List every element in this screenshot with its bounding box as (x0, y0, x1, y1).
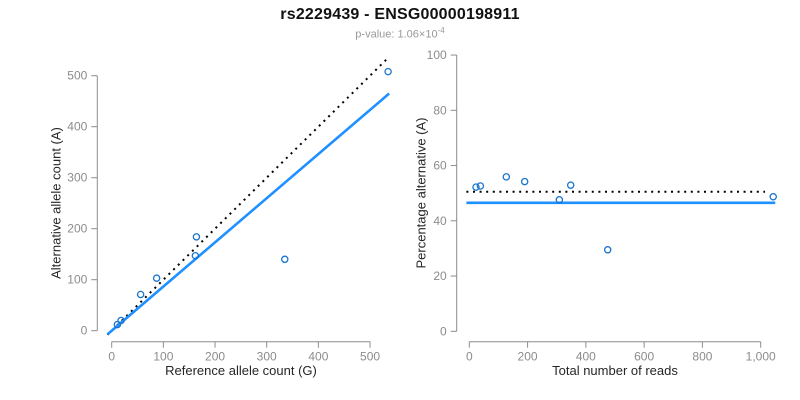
right-data-point (520, 177, 529, 186)
right-x-tick-label: 400 (576, 350, 596, 364)
right-y-tick-label: 60 (433, 159, 447, 173)
right-yaxis-title: Percentage alternative (A) (413, 117, 429, 269)
left-y-tick-label: 500 (67, 69, 87, 83)
left-x-tick-label: 400 (308, 350, 328, 364)
left-data-point (192, 233, 201, 241)
right-x-tick-label: 200 (518, 350, 538, 364)
right-data-point (603, 246, 612, 254)
left-data-point (117, 316, 125, 325)
plot-title: rs2229439 - ENSG00000198911 (280, 6, 520, 23)
left-data-point (136, 290, 145, 299)
left-x-tick-label: 500 (360, 350, 380, 364)
left-y-tick-label: 200 (67, 222, 87, 236)
left-y-tick-label: 0 (81, 324, 88, 338)
right-y-tick-label: 80 (433, 103, 447, 117)
right-y-tick-label: 20 (433, 269, 447, 283)
right-data-point (502, 173, 511, 181)
left-data-point (191, 251, 200, 260)
pvalue-text: p-value: 1.06×10 (355, 28, 438, 41)
pvalue-exponent: -4 (437, 26, 445, 35)
right-data-point (476, 182, 485, 190)
left-x-tick-label: 200 (205, 350, 225, 364)
right-y-tick-label: 0 (440, 324, 447, 338)
left-data-point (384, 67, 392, 76)
plot-subtitle: p-value: 1.06×10-4 (0, 26, 800, 41)
right-y-tick-label: 100 (427, 48, 447, 62)
left-yaxis-title: Alternative allele count (A) (48, 127, 64, 279)
right-data-point (769, 193, 777, 201)
left-xaxis-title: Reference allele count (G) (165, 363, 317, 378)
left-data-point (281, 255, 289, 264)
left-y-tick-label: 300 (67, 171, 87, 185)
right-data-point (472, 183, 480, 191)
right-data-point (555, 196, 564, 204)
left-y-tick-label: 400 (67, 120, 87, 134)
right-xaxis-title: Total number of reads (552, 363, 678, 378)
right-data-point (566, 181, 575, 189)
left-y-tick-label: 100 (67, 273, 87, 287)
right-x-tick-label: 1,000 (746, 350, 776, 364)
right-x-tick-label: 600 (634, 350, 654, 364)
left-x-tick-label: 0 (108, 350, 115, 364)
right-x-tick-label: 0 (466, 350, 473, 364)
fit-line (106, 92, 390, 336)
left-data-point (152, 274, 161, 282)
left-x-tick-label: 300 (257, 350, 277, 364)
right-x-tick-label: 800 (692, 350, 712, 364)
identity-line (106, 56, 390, 336)
left-x-tick-label: 100 (153, 350, 173, 364)
right-y-tick-label: 40 (433, 214, 447, 228)
